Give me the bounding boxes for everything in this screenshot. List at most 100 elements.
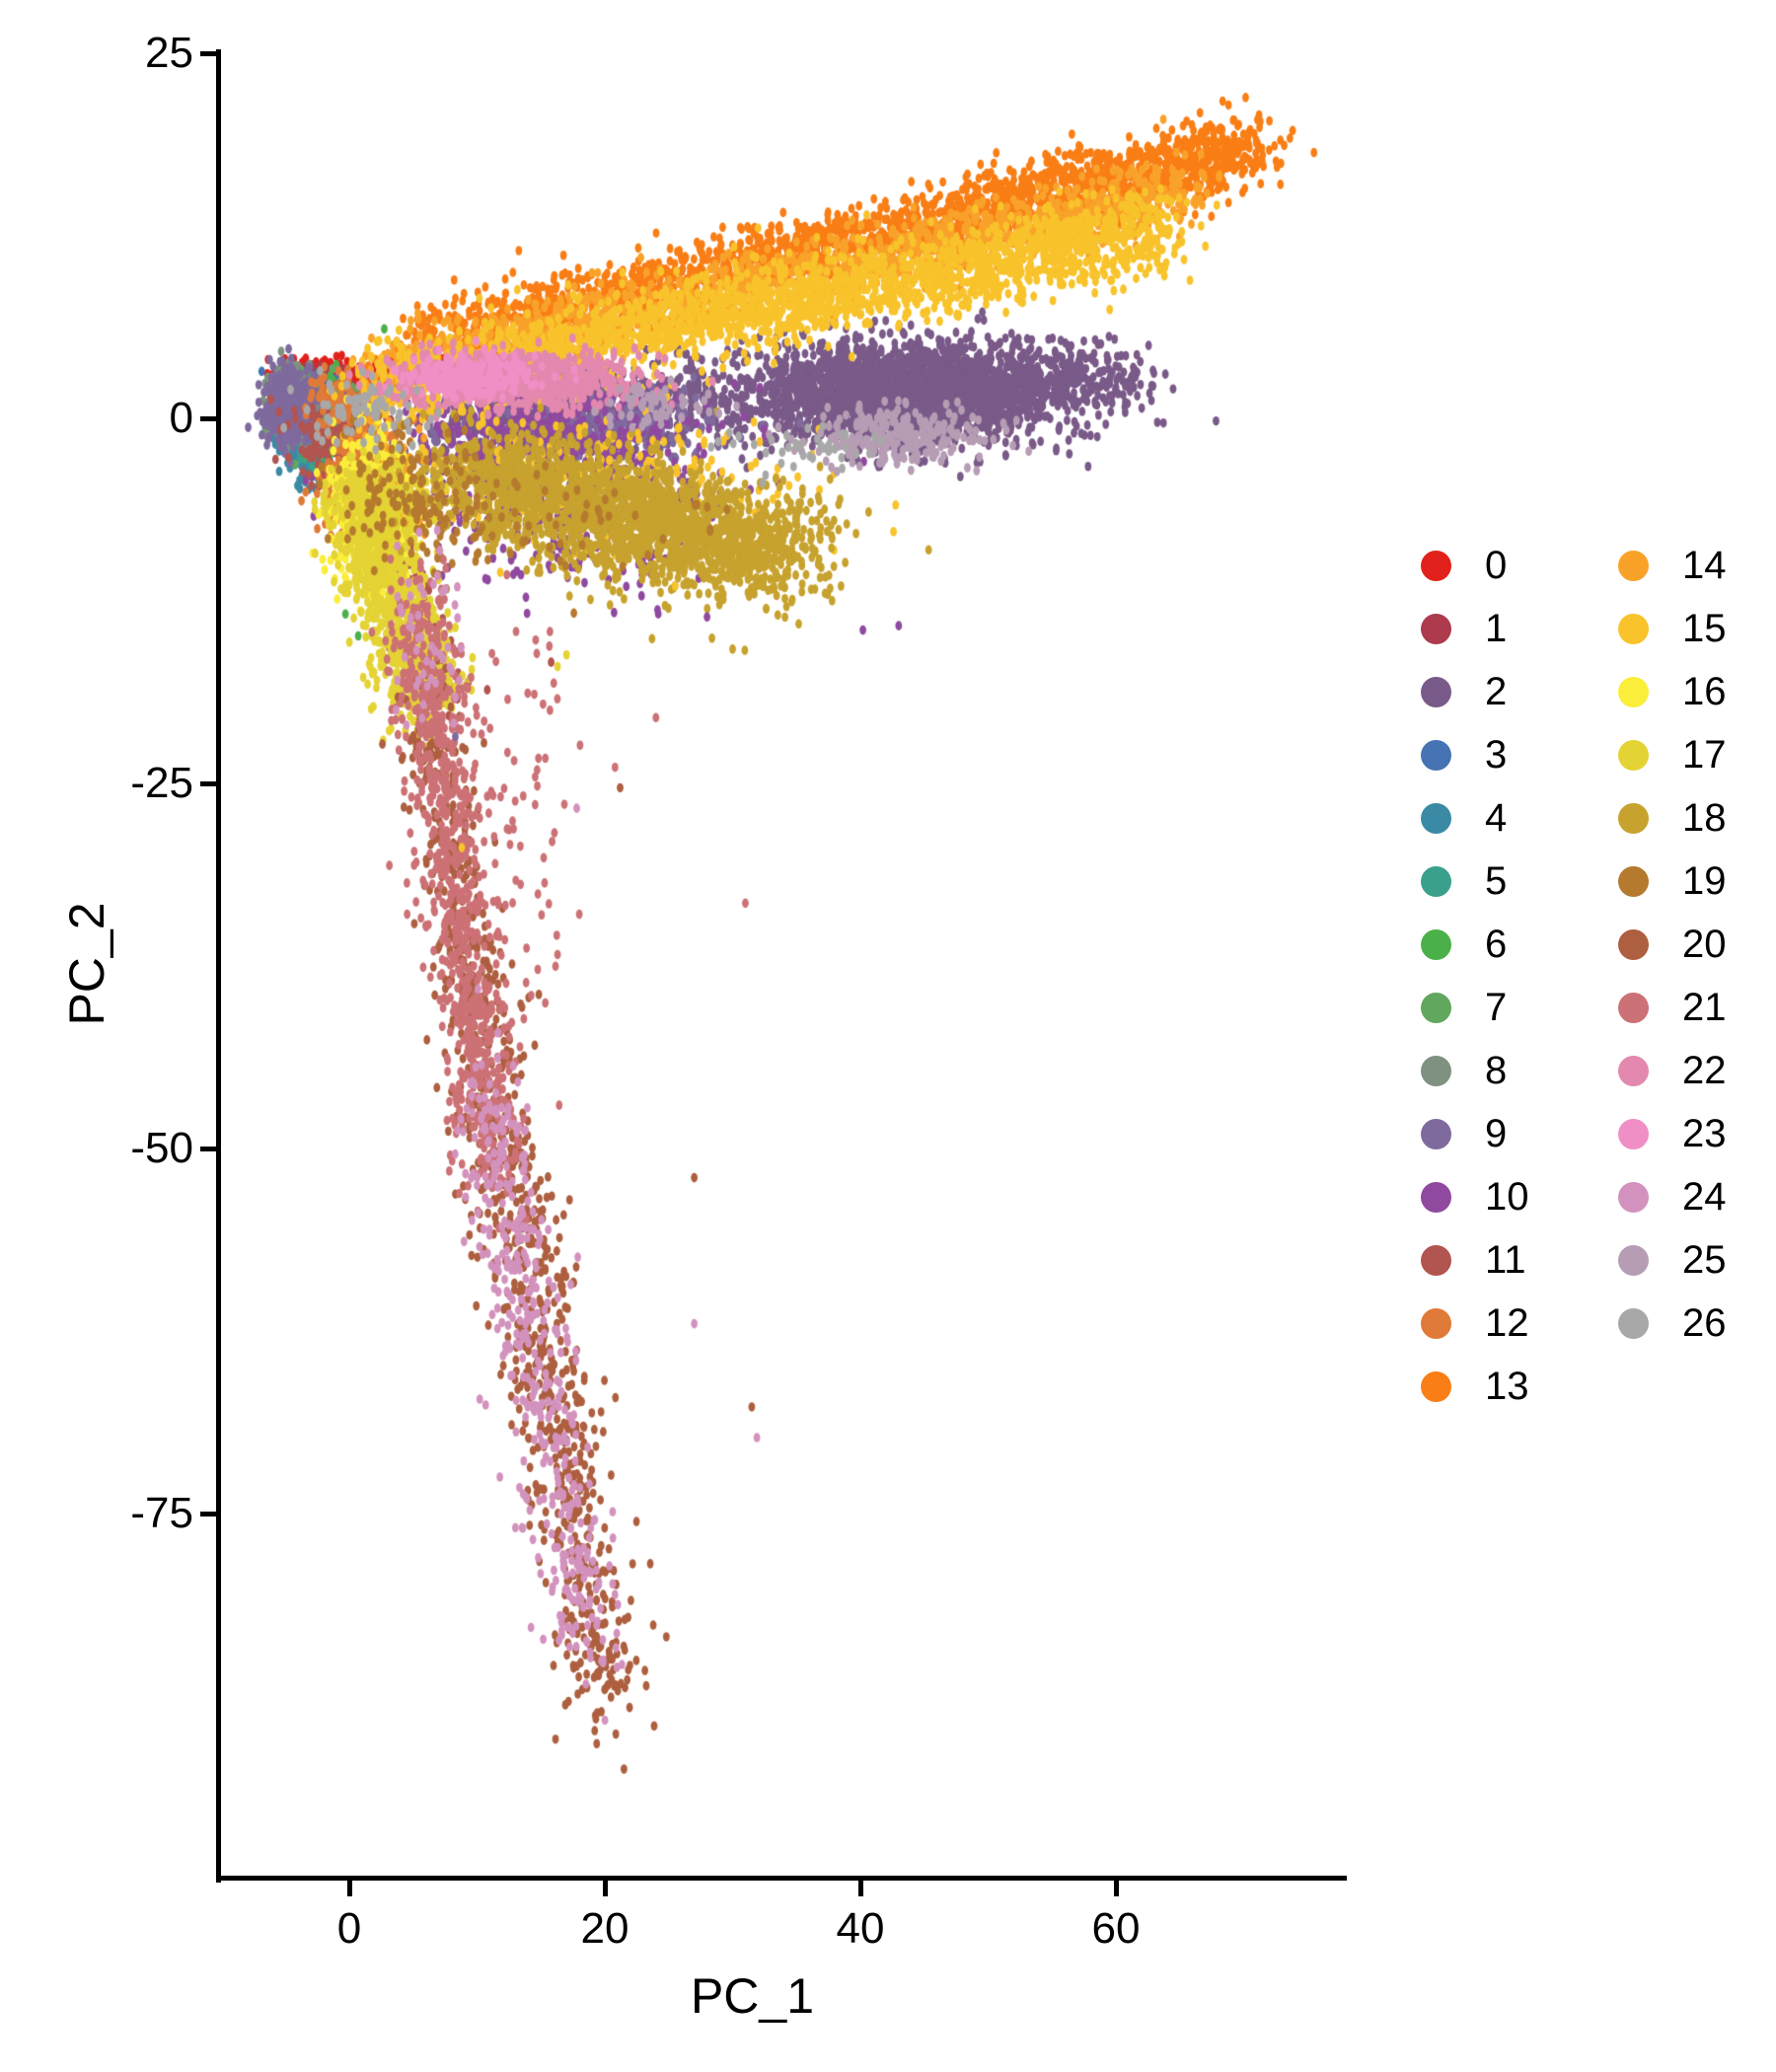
legend-item-7: 7 (1420, 986, 1508, 1029)
legend-item-21: 21 (1617, 986, 1727, 1029)
legend-item-23: 23 (1617, 1112, 1727, 1155)
legend-swatch-icon (1420, 550, 1451, 581)
legend-swatch-icon (1617, 1307, 1649, 1339)
y-tick (200, 1146, 216, 1151)
legend-swatch-icon (1420, 802, 1451, 834)
legend-swatch-icon (1420, 676, 1451, 707)
legend-label: 20 (1682, 923, 1727, 966)
legend-item-15: 15 (1617, 607, 1727, 650)
legend-label: 9 (1485, 1112, 1508, 1155)
x-tick (1113, 1881, 1119, 1896)
x-tick (602, 1881, 608, 1896)
legend-swatch-icon (1617, 613, 1649, 644)
legend-item-17: 17 (1617, 733, 1727, 777)
y-tick-label: -75 (130, 1489, 193, 1537)
legend-label: 22 (1682, 1049, 1727, 1092)
legend-label: 11 (1485, 1238, 1526, 1282)
legend-label: 5 (1485, 859, 1508, 903)
legend-swatch-icon (1420, 992, 1451, 1023)
legend-label: 24 (1682, 1175, 1727, 1219)
legend-label: 17 (1682, 733, 1727, 777)
y-tick-label: -50 (130, 1124, 193, 1172)
legend-label: 26 (1682, 1301, 1727, 1345)
legend-swatch-icon (1420, 1055, 1451, 1086)
legend-label: 3 (1485, 733, 1508, 777)
x-tick (857, 1881, 863, 1896)
legend-item-5: 5 (1420, 859, 1508, 903)
legend-item-18: 18 (1617, 796, 1727, 840)
y-tick (200, 415, 216, 421)
legend-label: 21 (1682, 986, 1727, 1029)
legend-swatch-icon (1420, 1307, 1451, 1339)
y-tick (200, 780, 216, 786)
legend-item-13: 13 (1420, 1365, 1529, 1408)
legend-swatch-icon (1420, 613, 1451, 644)
legend-item-25: 25 (1617, 1238, 1727, 1282)
legend-label: 1 (1485, 607, 1508, 650)
legend-item-3: 3 (1420, 733, 1508, 777)
legend-swatch-icon (1617, 1244, 1649, 1276)
y-tick-label: -25 (130, 759, 193, 807)
legend-swatch-icon (1617, 802, 1649, 834)
y-axis-line (216, 49, 221, 1883)
legend-label: 12 (1485, 1301, 1529, 1345)
legend-label: 23 (1682, 1112, 1727, 1155)
legend-swatch-icon (1617, 1118, 1649, 1149)
x-axis-title: PC_1 (690, 1968, 815, 2024)
legend-item-2: 2 (1420, 670, 1508, 713)
legend-item-1: 1 (1420, 607, 1508, 650)
legend-item-22: 22 (1617, 1049, 1727, 1092)
legend-item-12: 12 (1420, 1301, 1529, 1345)
legend-swatch-icon (1420, 739, 1451, 771)
legend-item-14: 14 (1617, 544, 1727, 587)
legend-swatch-icon (1617, 1055, 1649, 1086)
legend-label: 13 (1485, 1365, 1529, 1408)
y-tick-label: 0 (169, 394, 193, 442)
legend-item-24: 24 (1617, 1175, 1727, 1219)
legend-item-4: 4 (1420, 796, 1508, 840)
legend-item-6: 6 (1420, 923, 1508, 966)
legend-label: 6 (1485, 923, 1508, 966)
y-tick-label: 25 (145, 29, 193, 77)
legend-swatch-icon (1420, 928, 1451, 960)
legend-label: 8 (1485, 1049, 1508, 1092)
legend-label: 7 (1485, 986, 1508, 1029)
legend-swatch-icon (1617, 676, 1649, 707)
legend-swatch-icon (1617, 928, 1649, 960)
x-tick (346, 1881, 352, 1896)
legend-label: 19 (1682, 859, 1727, 903)
legend-swatch-icon (1420, 1181, 1451, 1213)
x-axis-line (216, 1876, 1347, 1881)
legend-item-26: 26 (1617, 1301, 1727, 1345)
legend-swatch-icon (1420, 1370, 1451, 1402)
legend-label: 0 (1485, 544, 1508, 587)
legend-swatch-icon (1617, 739, 1649, 771)
legend-swatch-icon (1420, 865, 1451, 897)
legend-item-19: 19 (1617, 859, 1727, 903)
legend-swatch-icon (1420, 1118, 1451, 1149)
y-tick (200, 50, 216, 56)
legend-label: 16 (1682, 670, 1727, 713)
legend-item-8: 8 (1420, 1049, 1508, 1092)
y-axis-title: PC_2 (59, 901, 114, 1026)
legend-label: 4 (1485, 796, 1508, 840)
legend-label: 15 (1682, 607, 1727, 650)
legend-label: 2 (1485, 670, 1508, 713)
legend-label: 18 (1682, 796, 1727, 840)
x-tick-label: 40 (836, 1904, 885, 1953)
legend-item-10: 10 (1420, 1175, 1529, 1219)
legend-label: 25 (1682, 1238, 1727, 1282)
legend-swatch-icon (1617, 1181, 1649, 1213)
legend-label: 10 (1485, 1175, 1529, 1219)
legend-item-0: 0 (1420, 544, 1508, 587)
legend-swatch-icon (1617, 550, 1649, 581)
legend-label: 14 (1682, 544, 1727, 587)
legend-item-11: 11 (1420, 1238, 1526, 1282)
legend-item-9: 9 (1420, 1112, 1508, 1155)
legend-swatch-icon (1617, 865, 1649, 897)
x-tick-label: 60 (1091, 1904, 1141, 1953)
legend-swatch-icon (1617, 992, 1649, 1023)
x-tick-label: 20 (580, 1904, 629, 1953)
